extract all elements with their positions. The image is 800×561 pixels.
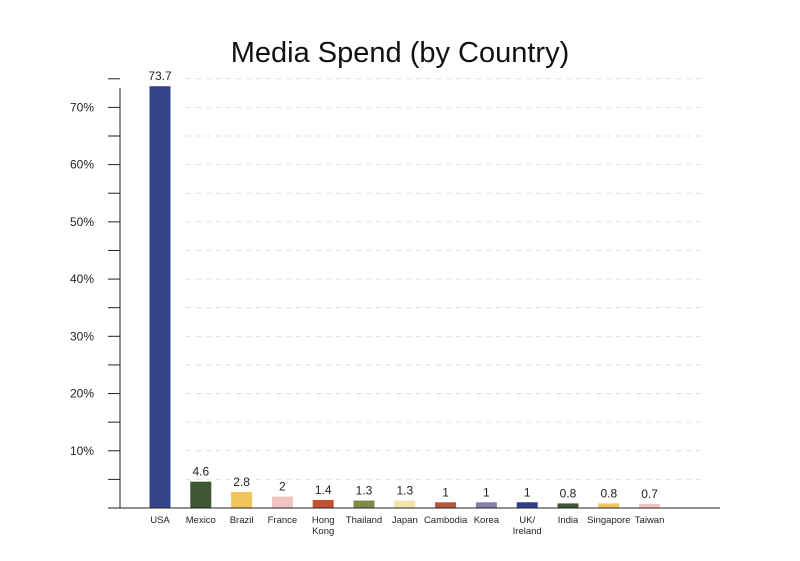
x-tick-label: Ireland bbox=[513, 526, 542, 537]
value-label: 73.7 bbox=[148, 69, 172, 83]
grid-lines bbox=[186, 78, 702, 480]
x-tick-label: Mexico bbox=[186, 515, 216, 526]
bar bbox=[557, 503, 579, 508]
x-tick-label: USA bbox=[150, 515, 170, 526]
bar bbox=[312, 499, 334, 508]
bar bbox=[475, 502, 497, 508]
x-tick-label: Kong bbox=[312, 526, 334, 537]
value-label: 2.8 bbox=[233, 475, 250, 489]
x-tick-label: Thailand bbox=[346, 515, 382, 526]
x-tick-label: UK/ bbox=[519, 515, 535, 526]
x-tick-label: Brazil bbox=[230, 515, 254, 526]
bar bbox=[639, 503, 661, 508]
y-tick-label: 50% bbox=[70, 215, 94, 229]
bars: 73.7 4.6 2.8 2 1.4 1.3 1.3 1 1 1 0.8 0.8 0.7 bbox=[148, 69, 661, 508]
bar bbox=[353, 500, 375, 508]
y-tick-label: 10% bbox=[70, 444, 94, 458]
bar bbox=[149, 86, 171, 508]
value-label: 2 bbox=[279, 480, 286, 494]
bar bbox=[598, 503, 620, 508]
value-label: 0.7 bbox=[641, 487, 658, 501]
value-label: 1 bbox=[483, 485, 490, 499]
bar bbox=[394, 500, 416, 508]
x-tick-label: Hong bbox=[312, 515, 335, 526]
bar bbox=[271, 496, 293, 508]
x-tick-label: Korea bbox=[474, 515, 500, 526]
y-tick-label: 30% bbox=[70, 329, 94, 343]
bar bbox=[231, 491, 253, 508]
x-tick-label: Cambodia bbox=[424, 515, 468, 526]
value-label: 0.8 bbox=[600, 486, 617, 500]
x-tick-label: Japan bbox=[392, 515, 418, 526]
value-label: 0.8 bbox=[560, 486, 577, 500]
value-label: 1 bbox=[442, 485, 449, 499]
y-tick-label: 40% bbox=[70, 272, 94, 286]
y-tick-label: 70% bbox=[70, 100, 94, 114]
x-tick-label: India bbox=[558, 515, 579, 526]
y-axis: 10% 20% 30% 40% 50% 60% 70% bbox=[70, 78, 121, 508]
bar bbox=[190, 481, 212, 508]
x-tick-label: Singapore bbox=[587, 515, 630, 526]
chart-title: Media Spend (by Country) bbox=[231, 37, 570, 69]
x-tick-label: France bbox=[268, 515, 298, 526]
bar bbox=[435, 502, 457, 508]
y-tick-label: 20% bbox=[70, 387, 94, 401]
value-label: 1.3 bbox=[356, 484, 373, 498]
value-label: 1 bbox=[524, 485, 531, 499]
x-tick-label: Taiwan bbox=[635, 515, 665, 526]
y-tick-label: 60% bbox=[70, 158, 94, 172]
value-label: 1.3 bbox=[396, 484, 413, 498]
value-label: 1.4 bbox=[315, 483, 332, 497]
bar bbox=[516, 502, 538, 508]
value-label: 4.6 bbox=[192, 465, 209, 479]
